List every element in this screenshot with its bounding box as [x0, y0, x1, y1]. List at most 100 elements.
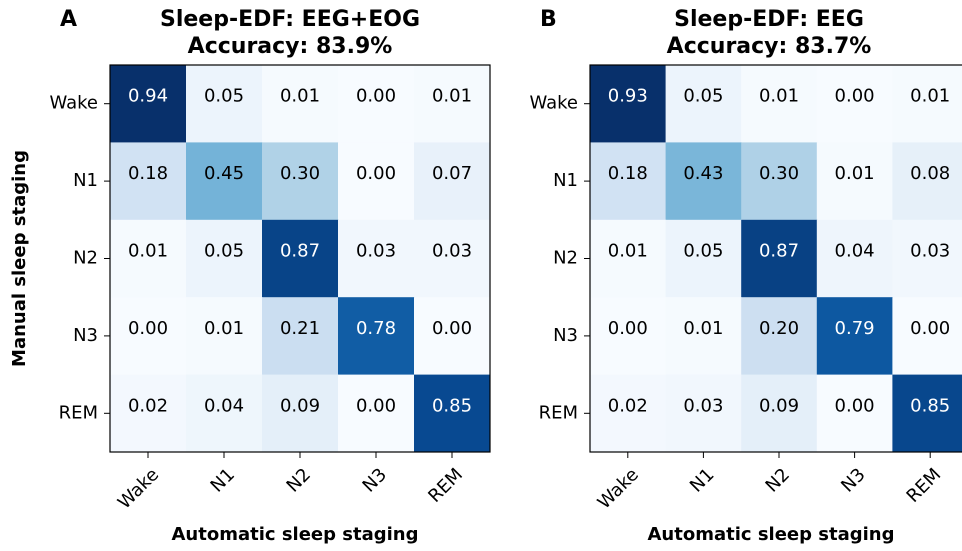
heatmap-cell: [338, 374, 415, 453]
cell-label: 0.01: [910, 86, 950, 107]
cell-label: 0.01: [759, 86, 799, 107]
heatmap-cell: [665, 297, 742, 376]
cell-label: 0.00: [835, 86, 875, 107]
heatmap-cell: [892, 219, 962, 298]
heatmap-cell: [741, 65, 818, 143]
cell-label: 0.00: [356, 86, 396, 107]
x-tick-label: REM: [424, 464, 467, 507]
cell-label: 0.05: [683, 86, 723, 107]
cell-label: 0.85: [432, 395, 472, 416]
y-tick-label: N3: [73, 325, 98, 346]
heatmap-cell: [590, 374, 667, 453]
heatmap-cell: [338, 65, 415, 143]
heatmap-cell: [816, 65, 893, 143]
y-tick-label: N1: [553, 170, 578, 191]
heatmap-cell: [262, 374, 339, 453]
cell-label: 0.04: [204, 395, 244, 416]
x-tick-label: N3: [359, 464, 391, 496]
x-axis-label: Automatic sleep staging: [648, 524, 895, 545]
heatmap-cell: [262, 142, 339, 221]
cell-label: 0.01: [432, 86, 472, 107]
cell-label: 0.00: [835, 395, 875, 416]
cell-label: 0.04: [835, 241, 875, 262]
heatmap-cell: [892, 374, 962, 453]
heatmap-cell: [262, 65, 339, 143]
y-axis-label: Manual sleep staging: [9, 150, 30, 367]
cell-label: 0.00: [356, 163, 396, 184]
heatmap-cell: [590, 219, 667, 298]
heatmap-cell: [665, 374, 742, 453]
heatmap-cell: [262, 219, 339, 298]
cell-label: 0.09: [759, 395, 799, 416]
heatmap-cell: [338, 219, 415, 298]
x-tick-label: N3: [837, 464, 869, 496]
x-tick-label: N2: [762, 464, 794, 496]
cell-label: 0.87: [280, 241, 320, 262]
cell-label: 0.05: [204, 241, 244, 262]
x-tick-label: REM: [903, 464, 946, 507]
x-tick-label: Wake: [114, 464, 163, 513]
heatmap-cell: [741, 374, 818, 453]
heatmap-cell: [186, 374, 263, 453]
heatmap-cell: [816, 297, 893, 376]
cell-label: 0.03: [356, 241, 396, 262]
cell-label: 0.07: [432, 163, 472, 184]
cell-label: 0.01: [128, 241, 168, 262]
heatmap-cell: [816, 219, 893, 298]
y-tick-label: REM: [59, 402, 98, 423]
heatmap-cell: [110, 142, 187, 221]
cell-label: 0.20: [759, 318, 799, 339]
x-tick-label: N1: [207, 464, 239, 496]
y-tick-label: Wake: [529, 93, 578, 114]
x-tick-label: N2: [283, 464, 315, 496]
cell-label: 0.18: [608, 163, 648, 184]
y-tick-label: N2: [553, 248, 578, 269]
cell-label: 0.87: [759, 241, 799, 262]
x-axis-label: Automatic sleep staging: [172, 524, 419, 545]
heatmap-cell: [816, 142, 893, 221]
heatmap-cell: [892, 142, 962, 221]
heatmap-cell: [892, 297, 962, 376]
cell-label: 0.01: [683, 318, 723, 339]
cell-label: 0.02: [608, 395, 648, 416]
cell-label: 0.03: [432, 241, 472, 262]
chart-title: Sleep-EDF: EEG+EOG: [160, 7, 420, 32]
heatmap-cell: [590, 65, 667, 143]
y-tick-label: N1: [73, 170, 98, 191]
heatmap-cell: [741, 142, 818, 221]
cell-label: 0.18: [128, 163, 168, 184]
heatmap-cell: [110, 374, 187, 453]
heatmap-cell: [186, 219, 263, 298]
cell-label: 0.85: [910, 395, 950, 416]
panel-label: B: [540, 7, 557, 32]
heatmap-cell: [665, 219, 742, 298]
heatmap-cell: [414, 374, 491, 453]
cell-label: 0.01: [204, 318, 244, 339]
cell-label: 0.01: [835, 163, 875, 184]
x-tick-label: Wake: [594, 464, 643, 513]
cell-label: 0.30: [759, 163, 799, 184]
cell-label: 0.43: [683, 163, 723, 184]
cell-label: 0.78: [356, 318, 396, 339]
heatmap-cell: [414, 142, 491, 221]
cell-label: 0.03: [910, 241, 950, 262]
heatmap-cell: [110, 65, 187, 143]
heatmap-cell: [590, 142, 667, 221]
heatmap-cell: [338, 142, 415, 221]
cell-label: 0.79: [835, 318, 875, 339]
cell-label: 0.05: [683, 241, 723, 262]
heatmap-cell: [186, 65, 263, 143]
cell-label: 0.01: [280, 86, 320, 107]
heatmap-cell: [741, 297, 818, 376]
cell-label: 0.01: [608, 241, 648, 262]
heatmap-cell: [414, 219, 491, 298]
cell-label: 0.94: [128, 86, 168, 107]
heatmap-cell: [414, 297, 491, 376]
heatmap-cell: [186, 297, 263, 376]
x-tick-label: N1: [686, 464, 718, 496]
chart-subtitle: Accuracy: 83.9%: [188, 34, 393, 59]
heatmap-cell: [665, 65, 742, 143]
cell-label: 0.30: [280, 163, 320, 184]
heatmap-cell: [590, 297, 667, 376]
heatmap-cell: [186, 142, 263, 221]
